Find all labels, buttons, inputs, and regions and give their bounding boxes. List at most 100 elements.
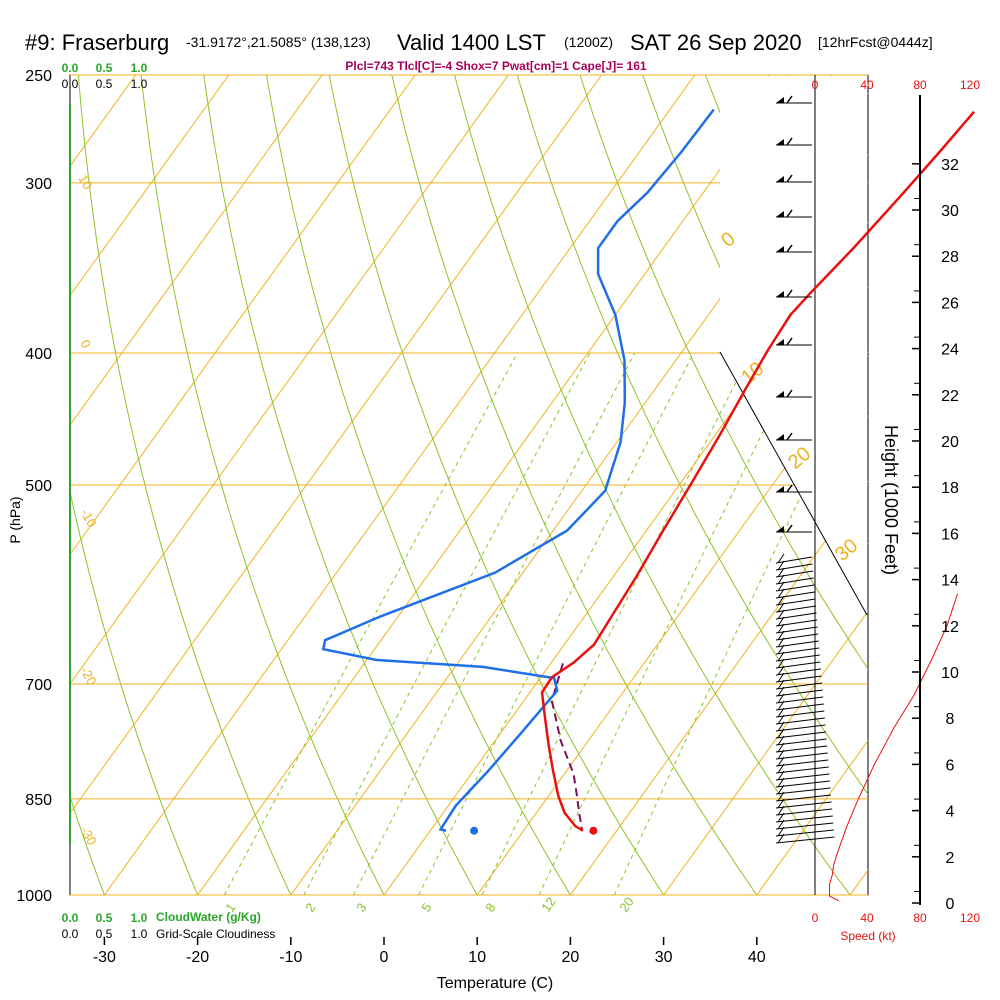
isotherm-line <box>849 869 868 895</box>
wind-barb-feather <box>777 770 785 781</box>
height-tick-label: 24 <box>941 342 959 359</box>
height-tick-label: 4 <box>946 804 955 821</box>
wind-barb-feather <box>777 742 785 753</box>
height-tick-label: 6 <box>946 757 955 774</box>
pressure-tick-label: 500 <box>25 478 52 495</box>
wind-barb <box>775 815 833 823</box>
speed-tick-label: 80 <box>913 911 927 925</box>
wind-barb <box>775 822 834 830</box>
station-coords: -31.9172°,21.5085° (138,123) <box>186 34 371 50</box>
wind-barb-feather <box>777 784 785 795</box>
sounding-indices: Plcl=743 Tlcl[C]=-4 Shox=7 Pwat[cm]=1 Ca… <box>345 59 646 73</box>
mixing-ratio-label: 3 <box>353 900 369 915</box>
wind-barb-feather <box>786 174 793 183</box>
wind-barb <box>775 738 827 746</box>
isotherm-label: -30 <box>77 824 99 848</box>
temperature-tick-label: -10 <box>279 949 302 966</box>
wind-barb <box>775 724 826 732</box>
wind-barb <box>775 731 827 739</box>
wind-barb-feather <box>777 672 785 683</box>
wind-barb-feather <box>786 432 793 441</box>
temperature-tick-label: 10 <box>468 949 486 966</box>
mixing-ratio-line <box>223 352 519 895</box>
wind-barb <box>775 752 828 760</box>
wind-barb-feather <box>777 826 785 837</box>
isotherm-line <box>756 739 868 895</box>
wind-barb-feather <box>777 567 785 578</box>
wind-barb-feather <box>786 389 793 398</box>
wind-barb-flag <box>776 139 784 145</box>
pressure-tick-label: 700 <box>25 677 52 694</box>
cloudiness-tick-label: 0.5 <box>96 77 113 91</box>
isotherm-label: 10 <box>75 172 95 192</box>
wind-barb-feather <box>777 588 785 599</box>
mixing-ratio-line <box>352 352 636 895</box>
cloudwater-label: CloudWater (g/Kg) <box>156 910 261 924</box>
wind-barb-feather <box>777 714 785 725</box>
speed-axis-label: Speed (kt) <box>840 929 895 943</box>
wind-barb-feather <box>777 833 785 844</box>
cloudiness-label: Grid-Scale Cloudiness <box>156 927 275 941</box>
temperature-tick-label: -30 <box>93 949 116 966</box>
wind-barb-flag <box>776 526 784 532</box>
wind-barb <box>775 612 817 620</box>
temperature-tick-label: -20 <box>186 949 209 966</box>
pressure-tick-label: 850 <box>25 792 52 809</box>
dry-adiabat-line <box>328 75 665 895</box>
wind-barb-flag <box>776 176 784 182</box>
wind-barb-feather <box>777 735 785 746</box>
wind-barb-flag <box>776 339 784 345</box>
mixing-ratio-label: 2 <box>302 900 318 915</box>
wind-barb-column <box>775 95 835 844</box>
wind-barb <box>775 563 813 571</box>
wind-barb <box>775 605 816 613</box>
wind-barb <box>775 633 819 641</box>
wind-barb <box>775 745 828 753</box>
wind-barb-feather <box>777 553 785 564</box>
wind-barb <box>775 584 815 592</box>
wind-barb-feather <box>777 798 785 809</box>
pressure-tick-label: 1000 <box>16 888 52 905</box>
mixing-ratio-line <box>481 352 752 895</box>
dewpoint-trace <box>321 108 715 832</box>
wind-barb-feather <box>777 658 785 669</box>
wind-barb-feather <box>777 616 785 627</box>
dry-adiabat-line <box>70 489 199 895</box>
temperature-axis-ticks: -30 -20 -10 0 10 20 30 40 <box>93 937 766 966</box>
wind-barb-feather <box>777 644 785 655</box>
wind-barb-feather <box>786 484 793 493</box>
wind-barb-feather <box>786 337 793 346</box>
isotherm-label: -10 <box>77 506 99 530</box>
dry-adiabat-line <box>391 75 758 895</box>
temperature-tick-label: 30 <box>655 949 673 966</box>
wind-barb <box>775 556 813 564</box>
wind-barb-feather <box>777 756 785 767</box>
wind-barb <box>775 717 825 725</box>
forecast-date: SAT 26 Sep 2020 <box>630 30 802 55</box>
wind-barb <box>775 640 819 648</box>
wind-barb-feather <box>786 244 793 253</box>
wind-barb <box>775 591 815 599</box>
height-axis-label: Height (1000 Feet) <box>881 425 901 575</box>
cloudwater-tick-label: 0.0 <box>62 911 79 925</box>
height-tick-label: 10 <box>941 665 959 682</box>
temperature-tick-label: 0 <box>380 949 389 966</box>
wind-barb-feather <box>777 595 785 606</box>
wind-barb-feather <box>777 700 785 711</box>
wind-barb-feather <box>786 137 793 146</box>
wind-barb-feather <box>777 609 785 620</box>
utc-time: (1200Z) <box>564 34 613 50</box>
wind-barb-feather <box>777 665 785 676</box>
wind-barb-feather <box>777 812 785 823</box>
wind-barb-feather <box>777 581 785 592</box>
pressure-axis-ticks: 250 300 400 500 700 850 1000 <box>16 68 52 905</box>
temperature-axis-label: Temperature (C) <box>437 975 553 992</box>
wind-barb <box>775 598 816 606</box>
height-tick-label: 12 <box>941 619 959 636</box>
cloudwater-tick-label: 0.5 <box>96 61 113 75</box>
dry-adiabat-line <box>77 75 292 895</box>
temperature-tick-label: 20 <box>562 949 580 966</box>
temperature-trace <box>540 110 976 832</box>
